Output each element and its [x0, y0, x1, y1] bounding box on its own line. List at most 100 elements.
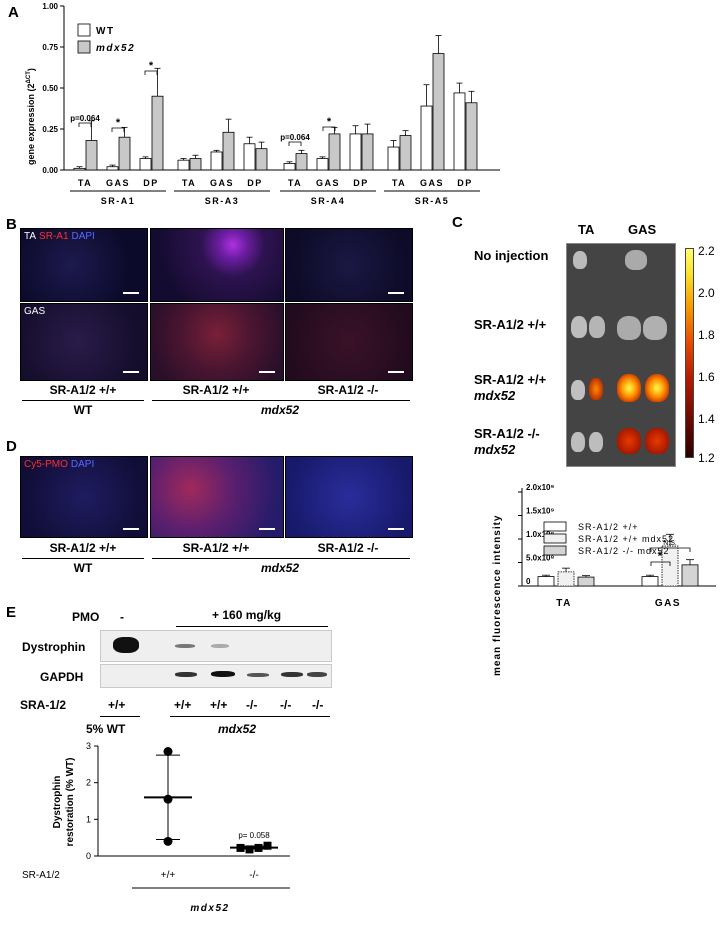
- x-tick-label: GAS: [420, 178, 444, 188]
- colorbar-tick: 2.0: [698, 286, 715, 300]
- ivis-row-1: No injection: [474, 248, 549, 263]
- chart-a-gene-expression: 0.00 0.25 0.50 0.75 1.00 gene expression (2ΔC…: [26, 2, 500, 206]
- bar: [177, 159, 190, 171]
- micrograph-b-gas-mdx-pos: [150, 303, 284, 381]
- significance-label: p=0.064: [280, 133, 310, 142]
- significance-bracket: [111, 127, 125, 132]
- panel-letter-b: B: [6, 216, 17, 233]
- colorbar-tick: 1.8: [698, 328, 715, 342]
- ivis-row-3: SR-A1/2 +/+: [474, 372, 547, 387]
- data-point: [245, 845, 254, 854]
- group-label: SR-A3: [205, 196, 240, 206]
- y-tick-label: 1.0x10⁹: [526, 530, 554, 539]
- organ: [571, 432, 585, 452]
- x-tick-label: GAS: [210, 178, 234, 188]
- blot-dystrophin: [100, 630, 332, 662]
- scale-bar: [123, 528, 139, 530]
- group-line-e-wt: [100, 716, 140, 717]
- bar: [85, 140, 98, 171]
- bar: [465, 102, 478, 171]
- band: [247, 673, 269, 677]
- panel-letter-c: C: [452, 214, 463, 231]
- bar: [453, 92, 466, 171]
- ivis-col-ta: TA: [578, 222, 595, 237]
- bar: [106, 166, 119, 171]
- y-tick-label: 1: [86, 814, 91, 824]
- x-tick-label: DP: [457, 178, 473, 188]
- data-point: [163, 747, 173, 756]
- x-tick-label: -/-: [249, 870, 258, 881]
- group-b-mdx: mdx52: [260, 403, 300, 417]
- y-tick-label: 0.00: [42, 166, 58, 175]
- significance-label: *: [116, 117, 121, 129]
- bar: [557, 571, 575, 587]
- bar: [139, 158, 152, 171]
- group-label: SR-A4: [311, 196, 346, 206]
- label-dapi-d: DAPI: [70, 459, 95, 470]
- legend-swatch: [543, 521, 567, 532]
- bar: [316, 158, 329, 171]
- bar: [399, 135, 412, 171]
- label-cy5-pmo: Cy5-PMO: [24, 459, 68, 470]
- row-gapdh: GAPDH: [40, 670, 84, 684]
- band: [113, 637, 139, 653]
- legend-label: mdx52: [96, 43, 135, 54]
- significance-bracket: [144, 70, 158, 75]
- x-tick-label: +/+: [161, 870, 176, 881]
- micrograph-d-mdx-pos: [150, 456, 284, 538]
- band: [175, 644, 195, 648]
- significance-bracket: [78, 122, 92, 127]
- lane-label: -/-: [312, 698, 324, 712]
- x-tick-label: DP: [143, 178, 159, 188]
- group-d-mdx: mdx52: [260, 561, 300, 575]
- y-tick-label: 1.5x10⁹: [526, 507, 554, 516]
- bar: [387, 146, 400, 171]
- x-tick-label: TA: [78, 178, 92, 188]
- scale-bar: [123, 292, 139, 294]
- group-line-wt: [22, 400, 144, 401]
- bar: [661, 545, 679, 587]
- group-label: mdx52: [190, 903, 229, 914]
- significance-label: *: [658, 549, 663, 563]
- group-b-wt: WT: [73, 403, 93, 417]
- group-label: SR-A5: [415, 196, 450, 206]
- bar: [283, 163, 296, 171]
- scale-bar: [259, 528, 275, 530]
- band: [175, 672, 197, 677]
- scale-bar: [123, 371, 139, 373]
- pmo-dose: + 160 mg/kg: [212, 608, 282, 622]
- genotype-d-1: SR-A1/2 +/+: [49, 541, 117, 555]
- lane-label: -/-: [280, 698, 292, 712]
- organ: [573, 251, 587, 269]
- significance-label: p=0.064: [70, 114, 100, 123]
- y-tick-label: 5.0x10⁸: [526, 554, 554, 563]
- micrograph-b-gas-mdx-neg: [285, 303, 413, 381]
- colorbar-tick: 1.4: [698, 412, 715, 426]
- group-line-mdx: [152, 400, 410, 401]
- panel-letter-d: D: [6, 438, 17, 455]
- band: [307, 672, 327, 677]
- band: [281, 672, 303, 677]
- y-tick-label: 2.0x10⁹: [526, 483, 554, 492]
- significance-label: *: [149, 60, 154, 72]
- organ: [645, 428, 669, 454]
- bar: [328, 133, 341, 171]
- scale-bar: [388, 292, 404, 294]
- data-point: [236, 843, 245, 852]
- organ: [589, 378, 603, 400]
- y-axis-label: mean fluorescence intensity: [492, 515, 503, 677]
- ivis-image: [566, 243, 676, 467]
- micrograph-b-ta-wt: [20, 228, 148, 302]
- legend-label: SR-A1/2 +/+: [578, 522, 639, 532]
- group-line-e-mdx: [170, 716, 330, 717]
- row-dystrophin: Dystrophin: [22, 640, 86, 654]
- micrograph-d-mdx-neg: [285, 456, 413, 538]
- bar: [243, 143, 256, 171]
- significance-bracket: [322, 126, 336, 131]
- lane-label: +/+: [210, 698, 228, 712]
- micrograph-d-wt: [20, 456, 148, 538]
- ivis-row-4: SR-A1/2 -/-: [474, 426, 540, 441]
- data-point: [263, 841, 272, 850]
- micrograph-b-gas-wt: [20, 303, 148, 381]
- organ: [617, 428, 641, 454]
